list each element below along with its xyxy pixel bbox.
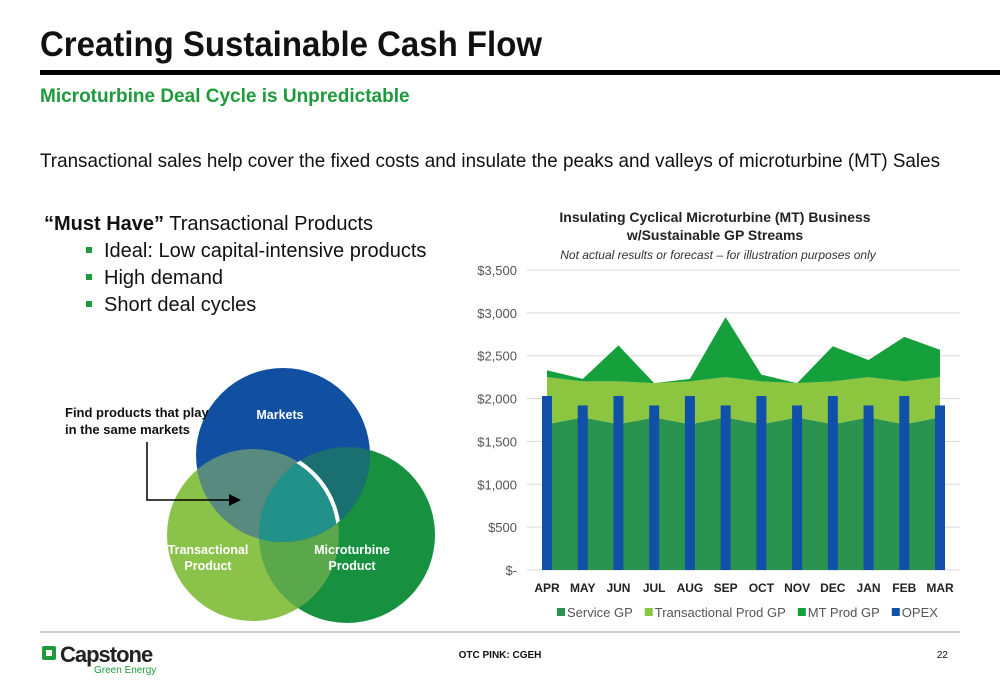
legend-label: Transactional Prod GP bbox=[655, 605, 786, 620]
x-tick-label: JUL bbox=[643, 581, 666, 595]
title-rule bbox=[40, 70, 1000, 75]
callout: in the same markets bbox=[65, 422, 190, 437]
bar bbox=[613, 396, 624, 570]
area bbox=[547, 417, 940, 570]
x-tick-label: NOV bbox=[784, 581, 810, 595]
bar bbox=[649, 405, 660, 570]
y-tick-label: $3,000 bbox=[477, 306, 517, 321]
bar bbox=[684, 396, 695, 570]
callout-arrow bbox=[146, 442, 241, 506]
logo-sub: Green Energy bbox=[94, 665, 156, 676]
y-tick-label: $1,000 bbox=[477, 477, 517, 492]
bullets: Ideal: Low capital-intensive products Hig… bbox=[86, 240, 426, 316]
bullet-marker bbox=[86, 247, 92, 253]
legend-swatch bbox=[644, 608, 653, 616]
slide-title: Creating Sustainable Cash Flow bbox=[40, 25, 543, 64]
chart-title: Insulating Cyclical Microturbine (MT) Bu… bbox=[559, 209, 870, 225]
bar bbox=[935, 405, 945, 570]
x-tick-label: APR bbox=[534, 581, 560, 595]
venn-label: Microturbine bbox=[314, 543, 390, 557]
legend-label: OPEX bbox=[902, 605, 938, 620]
bar bbox=[720, 405, 731, 570]
callout: Find products that play bbox=[65, 405, 209, 420]
venn-label: Product bbox=[328, 559, 376, 573]
x-tick-label: DEC bbox=[820, 581, 846, 595]
legend-swatch bbox=[557, 608, 565, 616]
bullet: High demand bbox=[104, 267, 223, 289]
bar bbox=[756, 396, 767, 570]
bar bbox=[542, 396, 552, 570]
chart-title: w/Sustainable GP Streams bbox=[626, 227, 804, 243]
y-tick-label: $2,500 bbox=[477, 349, 517, 364]
y-tick-label: $- bbox=[505, 563, 517, 578]
legend-label: MT Prod GP bbox=[808, 605, 880, 620]
page-number: 22 bbox=[937, 650, 949, 661]
x-tick-label: FEB bbox=[892, 581, 916, 595]
lead-rest: Transactional Products bbox=[164, 213, 373, 235]
venn-label: Transactional bbox=[168, 543, 249, 557]
y-tick-label: $1,500 bbox=[477, 434, 517, 449]
area bbox=[547, 317, 940, 384]
y-tick-label: $3,500 bbox=[477, 263, 517, 278]
area bbox=[547, 377, 940, 425]
x-tick-label: JUN bbox=[606, 581, 630, 595]
bar bbox=[577, 405, 588, 570]
x-tick-label: OCT bbox=[749, 581, 775, 595]
bar bbox=[827, 396, 838, 570]
bullet-marker bbox=[86, 274, 92, 280]
logo-icon bbox=[46, 650, 52, 656]
intro: Transactional sales help cover the fixed… bbox=[40, 150, 940, 172]
x-tick-label: MAY bbox=[570, 581, 596, 595]
x-tick-label: MAR bbox=[926, 581, 954, 595]
legend-swatch bbox=[891, 608, 900, 616]
lead-bold: “Must Have” bbox=[44, 213, 164, 235]
bar bbox=[863, 405, 874, 570]
bullet-marker bbox=[86, 301, 92, 307]
x-tick-label: SEP bbox=[714, 581, 738, 595]
bar bbox=[899, 396, 910, 570]
y-tick-label: $500 bbox=[488, 520, 517, 535]
legend-label: Service GP bbox=[567, 605, 633, 620]
bar bbox=[792, 405, 803, 570]
chart: Insulating Cyclical Microturbine (MT) Bu… bbox=[477, 209, 960, 620]
list-lead: “Must Have” Transactional Products bbox=[44, 213, 373, 235]
slide-subtitle: Microturbine Deal Cycle is Unpredictable bbox=[40, 86, 410, 107]
ticker: OTC PINK: CGEH bbox=[459, 650, 542, 661]
bullet: Ideal: Low capital-intensive products bbox=[104, 240, 426, 262]
chart-subtitle: Not actual results or forecast – for ill… bbox=[560, 248, 876, 262]
x-tick-label: JAN bbox=[857, 581, 881, 595]
y-tick-label: $2,000 bbox=[477, 392, 517, 407]
legend-swatch bbox=[797, 608, 806, 616]
venn-label: Product bbox=[184, 559, 232, 573]
venn-label: Markets bbox=[256, 408, 303, 422]
logo: Capstone bbox=[60, 642, 153, 667]
bullet: Short deal cycles bbox=[104, 294, 256, 316]
x-tick-label: AUG bbox=[677, 581, 704, 595]
